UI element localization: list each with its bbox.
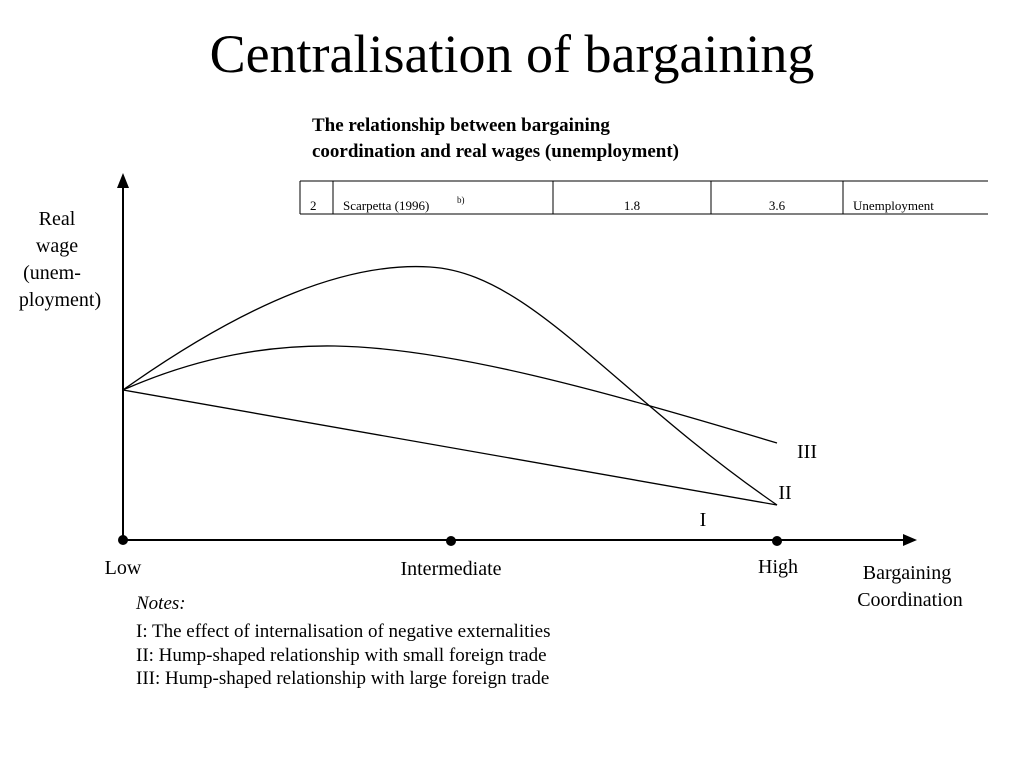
note: III: Hump-shaped relationship with large… [136,668,549,689]
table-caption: coordination and real wages (unemploymen… [312,141,679,162]
curve-i [122,389,778,506]
x-axis-arrow [903,534,917,546]
y-axis-arrow [117,173,129,188]
table-cell: 2 [310,198,317,213]
y-axis-label-line: wage [36,235,78,257]
curve-label: III [797,441,817,463]
x-point-label: High [758,556,798,578]
y-axis-label-line: ployment) [19,289,101,311]
axis-point [772,536,782,546]
y-axis-label-line: (unem- [23,262,81,284]
note: I: The effect of internalisation of nega… [136,621,551,642]
table-superscript: b) [457,195,465,205]
axis-point [446,536,456,546]
table-cell: 1.8 [624,198,640,213]
x-axis-label-line: Coordination [857,589,963,611]
axis-point [118,535,128,545]
curve-ii [122,265,778,506]
table-cell: Scarpetta (1996) [343,198,429,213]
table-caption: The relationship between bargaining [312,115,610,136]
table: 2 Scarpetta (1996) b) 1.8 3.6 Unemployme… [299,180,988,215]
y-axis-label: Real wage (unem- ployment) [19,208,101,311]
table-cell: 3.6 [769,198,786,213]
curve-label: I [700,509,707,531]
slide-title: Centralisation of bargaining [210,24,815,84]
x-point-label: Intermediate [400,558,501,580]
x-point-label: Low [105,557,142,579]
note: II: Hump-shaped relationship with small … [136,645,547,666]
curve-label: II [778,482,791,504]
y-axis-label-line: Real [39,208,76,230]
table-cell: Unemployment [853,198,934,213]
curve-iii [122,345,778,444]
notes-heading: Notes: [135,593,186,614]
x-axis-label-line: Bargaining [863,562,952,584]
